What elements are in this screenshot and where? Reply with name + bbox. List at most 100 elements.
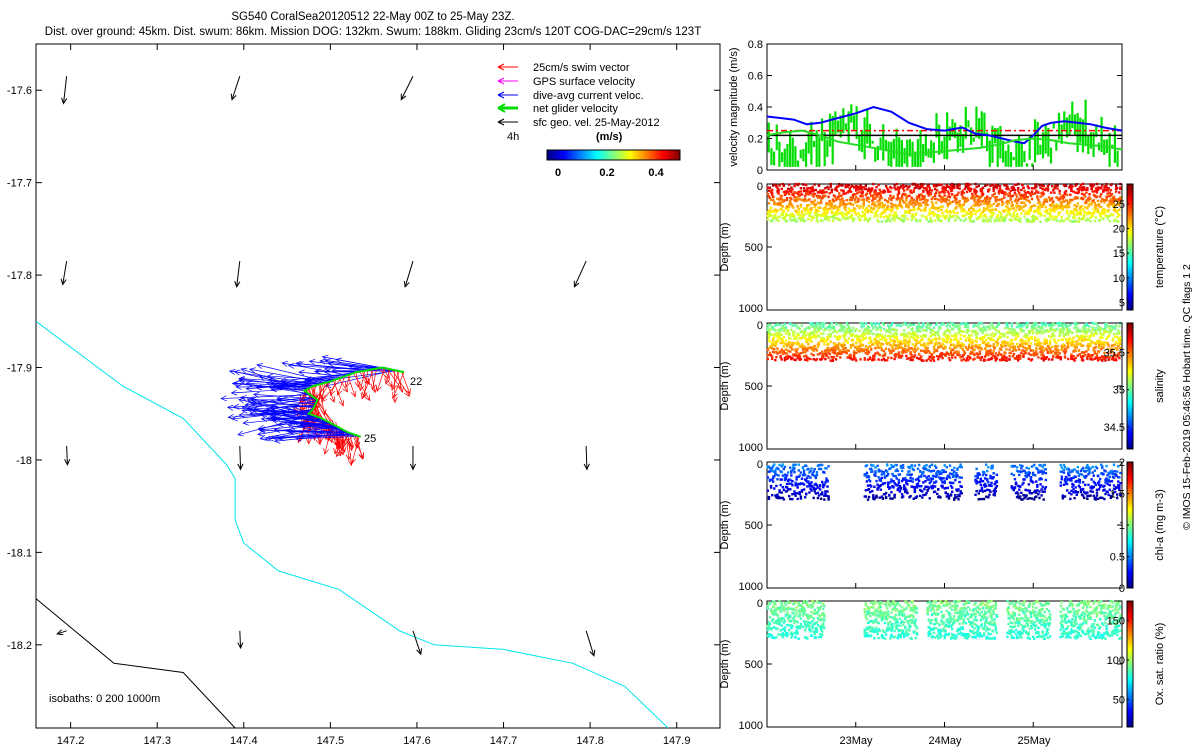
temperature-point bbox=[1053, 204, 1056, 207]
salinity-point bbox=[983, 342, 987, 345]
temperature-point bbox=[1090, 203, 1093, 206]
temperature-point bbox=[854, 207, 857, 211]
salinity-colorbar-cell bbox=[1127, 435, 1133, 437]
salinity-point bbox=[850, 334, 854, 338]
salinity-point bbox=[1077, 338, 1081, 341]
salinity-point bbox=[882, 327, 886, 331]
temperature-colorbar-cell bbox=[1127, 235, 1133, 237]
temperature-point bbox=[933, 219, 937, 222]
temperature-point bbox=[1022, 205, 1025, 208]
temperature-point bbox=[880, 220, 884, 223]
salinity-point bbox=[1076, 327, 1080, 330]
salinity-point bbox=[1070, 353, 1073, 356]
temperature-colorbar-cell bbox=[1127, 268, 1133, 270]
salinity-point bbox=[1027, 352, 1031, 355]
temperature-point bbox=[962, 203, 966, 206]
salinity-point bbox=[1020, 330, 1023, 333]
salinity-point bbox=[1078, 352, 1082, 356]
salinity-colorbar-cell bbox=[1127, 347, 1133, 349]
temperature-point bbox=[1105, 199, 1108, 202]
temperature-point bbox=[1024, 196, 1027, 199]
temperature-point bbox=[803, 197, 807, 200]
speed-colorbar-cell bbox=[617, 150, 619, 160]
geo-velocity-arrow bbox=[237, 445, 244, 471]
salinity-point bbox=[964, 359, 968, 362]
salinity-colorbar-cell bbox=[1127, 407, 1133, 409]
temperature-point bbox=[1081, 182, 1085, 186]
salinity-point bbox=[1010, 322, 1013, 325]
temperature-point bbox=[1072, 190, 1075, 193]
temperature-point bbox=[973, 196, 976, 199]
salinity-point bbox=[1102, 357, 1105, 361]
temperature-point bbox=[1047, 183, 1051, 186]
salinity-point bbox=[1107, 358, 1110, 361]
salinity-point bbox=[1087, 354, 1090, 358]
salinity-point bbox=[778, 330, 781, 333]
salinity-point bbox=[903, 336, 906, 339]
salinity-point bbox=[806, 359, 809, 362]
temperature-point bbox=[928, 189, 931, 192]
salinity-point bbox=[1111, 337, 1115, 340]
temperature-point bbox=[1110, 183, 1114, 186]
salinity-point bbox=[887, 356, 890, 359]
temperature-point bbox=[1022, 186, 1025, 190]
dive-avg-current-arrow bbox=[294, 435, 360, 442]
salinity-point bbox=[769, 354, 773, 357]
temperature-point bbox=[915, 199, 919, 202]
temperature-point bbox=[981, 192, 985, 195]
temperature-point bbox=[890, 198, 893, 202]
temperature-point bbox=[904, 210, 907, 213]
temperature-colorbar-cell bbox=[1127, 296, 1133, 298]
temperature-point bbox=[784, 212, 788, 215]
salinity-point bbox=[868, 357, 872, 360]
salinity-point bbox=[797, 352, 800, 356]
temperature-point bbox=[1030, 190, 1034, 193]
salinity-point bbox=[1015, 325, 1019, 329]
temperature-point bbox=[996, 184, 1000, 187]
salinity-colorbar-cell bbox=[1127, 382, 1133, 384]
temperature-point bbox=[993, 185, 996, 188]
speed-colorbar-cell bbox=[551, 150, 553, 160]
salinity-point bbox=[922, 324, 925, 327]
salinity-point bbox=[1106, 347, 1109, 351]
temperature-point bbox=[948, 213, 952, 217]
temperature-point bbox=[1060, 203, 1064, 206]
salinity-point bbox=[778, 332, 781, 336]
temperature-colorbar-cell bbox=[1127, 284, 1133, 286]
temperature-point bbox=[942, 188, 945, 192]
temperature-point bbox=[1003, 196, 1006, 199]
salinity-point bbox=[982, 325, 986, 329]
temperature-point bbox=[980, 188, 984, 191]
temperature-point bbox=[1087, 199, 1090, 202]
salinity-point bbox=[770, 357, 774, 360]
temperature-point bbox=[897, 188, 901, 191]
chl-point bbox=[780, 470, 783, 474]
temperature-point bbox=[844, 183, 847, 187]
salinity-point bbox=[1096, 324, 1100, 327]
temperature-point bbox=[859, 183, 862, 187]
salinity-points bbox=[766, 321, 1122, 362]
salinity-point bbox=[927, 349, 930, 353]
salinity-point bbox=[936, 342, 939, 346]
salinity-point bbox=[1034, 352, 1037, 355]
salinity-point bbox=[928, 351, 931, 355]
salinity-point bbox=[830, 347, 833, 350]
temperature-point bbox=[1073, 204, 1076, 207]
salinity-point bbox=[1041, 332, 1044, 335]
salinity-point bbox=[1015, 342, 1019, 346]
salinity-point bbox=[1064, 324, 1068, 327]
speed-colorbar-cell bbox=[598, 150, 600, 160]
salinity-point bbox=[781, 352, 784, 355]
chl-point bbox=[789, 488, 792, 491]
temperature-point bbox=[982, 206, 986, 210]
temperature-point bbox=[991, 194, 994, 197]
salinity-point bbox=[1091, 353, 1094, 357]
temperature-point bbox=[778, 184, 781, 187]
temperature-point bbox=[892, 195, 895, 198]
temperature-colorbar-cell bbox=[1127, 261, 1133, 263]
temperature-point bbox=[768, 196, 772, 199]
salinity-point bbox=[1094, 326, 1098, 330]
salinity-point bbox=[987, 341, 990, 345]
salinity-point bbox=[932, 326, 936, 329]
salinity-point bbox=[932, 359, 936, 362]
